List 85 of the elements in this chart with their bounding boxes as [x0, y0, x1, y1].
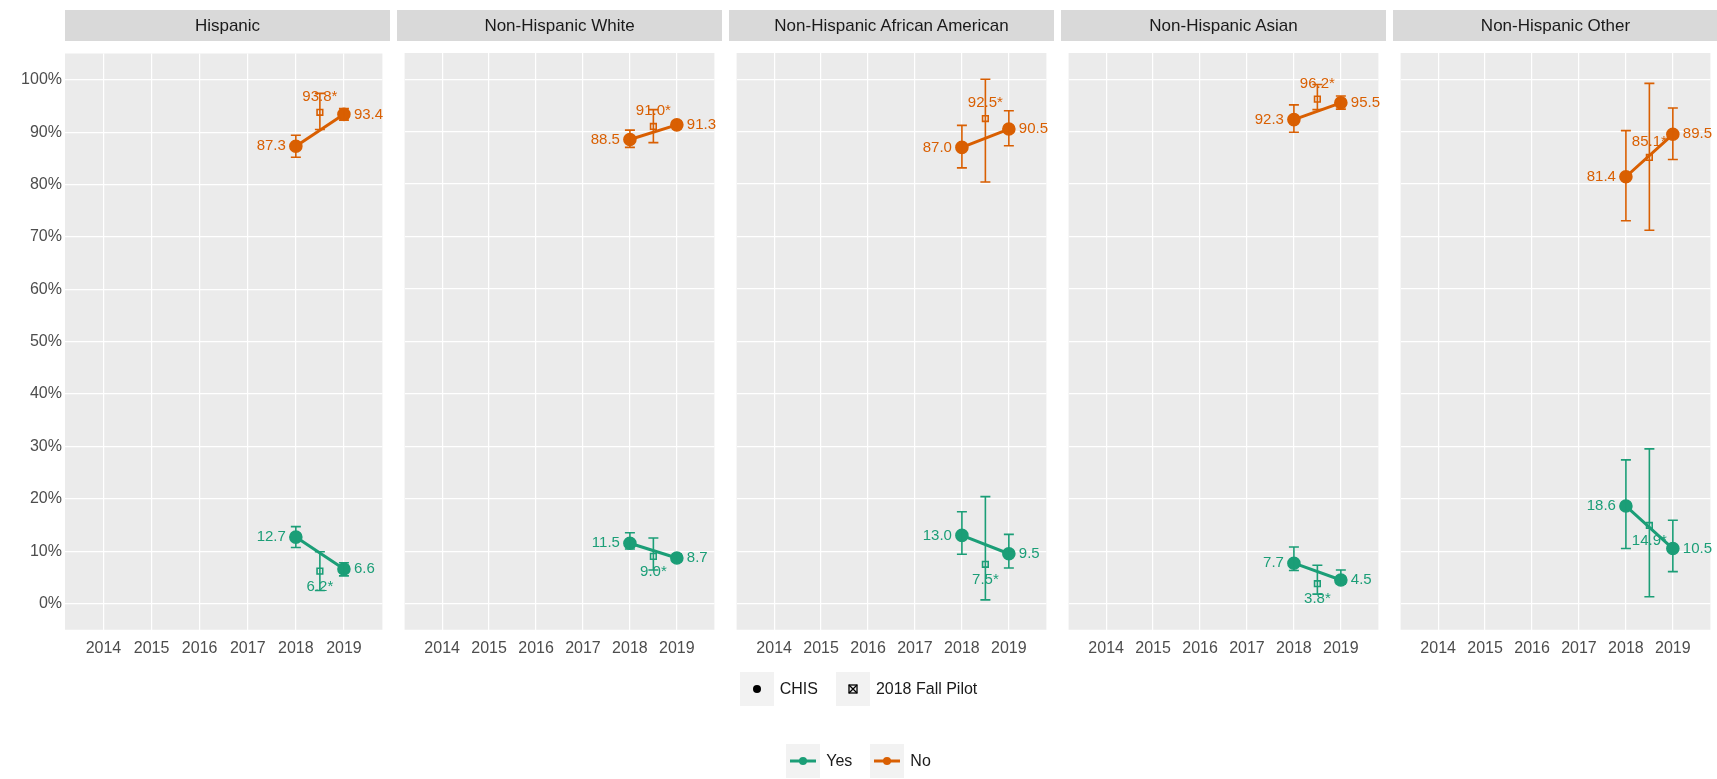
- data-label: 90.5: [1018, 119, 1049, 137]
- data-label: 91.0*: [635, 101, 672, 119]
- legend-label: Yes: [826, 752, 853, 770]
- point: [1645, 521, 1654, 530]
- x-tick-label: 2018: [278, 638, 314, 656]
- x-tick-label: 2019: [1323, 638, 1359, 656]
- text: 2018 Fall Pilot: [875, 680, 978, 698]
- y-tick-label: 90%: [29, 122, 62, 140]
- x-tick-label: 2018: [612, 638, 648, 656]
- x-tick-label: 2016: [850, 638, 886, 656]
- data-label: 11.5: [591, 533, 620, 551]
- x-tick-label: 2016: [1514, 638, 1550, 656]
- data-label: 7.7: [1263, 553, 1284, 571]
- data-label: 91.3: [686, 114, 717, 132]
- data-label: 4.5: [1350, 570, 1372, 588]
- x-tick-label: 2018: [1276, 638, 1312, 656]
- x-tick-label: 2015: [1135, 638, 1171, 656]
- x-tick-label: 2019: [1655, 638, 1691, 656]
- data-label: 95.5: [1350, 92, 1381, 110]
- text: CHIS: [779, 680, 818, 698]
- data-label: 9.5: [1018, 543, 1040, 561]
- x-tick-label: 2015: [1467, 638, 1503, 656]
- data-label: 92.3: [1254, 109, 1284, 127]
- data-label: 10.5: [1682, 538, 1713, 556]
- x-tick-label: 2018: [944, 638, 980, 656]
- point: [1645, 153, 1654, 161]
- legend-label: No: [910, 752, 931, 770]
- data-label: 3.8*: [1304, 589, 1331, 607]
- data-label: 18.6: [1586, 496, 1616, 514]
- y-tick-label: 30%: [29, 436, 62, 454]
- x-tick-label: 2017: [1561, 638, 1597, 656]
- chart-title: Non-Hispanic African American: [729, 10, 1054, 41]
- point: [649, 122, 658, 131]
- data-label: 87.3: [256, 136, 286, 154]
- chart-title: Non-Hispanic Asian: [1061, 10, 1386, 41]
- chart-title: Non-Hispanic White: [397, 10, 722, 41]
- point: [981, 114, 990, 123]
- chart-title: Non-Hispanic Other: [1393, 10, 1717, 41]
- x-tick-label: 2017: [229, 638, 266, 656]
- x-tick-label: 2014: [85, 638, 122, 656]
- data-label: 12.7: [256, 527, 286, 545]
- x-tick-label: 2018: [1608, 638, 1644, 656]
- x-tick-label: 2017: [897, 638, 933, 656]
- y-tick-label: 0%: [38, 594, 62, 612]
- x-tick-label: 2015: [803, 638, 839, 656]
- y-tick-label: 10%: [29, 541, 62, 559]
- data-label: 87.0: [922, 137, 952, 155]
- x-tick-label: 2016: [1182, 638, 1218, 656]
- y-tick-label: 80%: [29, 174, 62, 192]
- data-label: 88.5: [590, 129, 620, 147]
- x-tick-label: 2016: [518, 638, 554, 656]
- x-tick-label: 2015: [133, 638, 170, 656]
- chart-title: Hispanic: [65, 10, 390, 41]
- data-label: 93.8*: [302, 86, 338, 104]
- data-label: 93.4: [353, 104, 384, 122]
- data-label: 6.6: [353, 559, 375, 577]
- y-tick-label: 100%: [21, 70, 62, 88]
- y-tick-label: 60%: [29, 279, 62, 297]
- y-tick-label: 70%: [29, 227, 62, 245]
- x-tick-label: 2014: [424, 638, 461, 656]
- data-label: 89.5: [1682, 124, 1713, 142]
- x-tick-label: 2019: [991, 638, 1027, 656]
- y-tick-label: 50%: [29, 332, 62, 350]
- x-tick-label: 2019: [326, 638, 362, 656]
- data-label: 13.0: [922, 525, 952, 543]
- point: [1313, 580, 1322, 588]
- data-label: 9.0*: [640, 562, 667, 580]
- x-tick-label: 2014: [756, 638, 793, 656]
- x-tick-label: 2014: [1420, 638, 1457, 656]
- point: [316, 108, 324, 116]
- data-label: 8.7: [686, 548, 708, 566]
- x-tick-label: 2017: [1229, 638, 1265, 656]
- data-label: 96.2*: [1299, 73, 1336, 91]
- point: [316, 567, 324, 575]
- y-tick-label: 20%: [29, 489, 62, 507]
- y-tick-label: 40%: [29, 384, 62, 402]
- x-tick-label: 2016: [181, 638, 218, 656]
- x-tick-label: 2014: [1088, 638, 1125, 656]
- x-tick-label: 2015: [471, 638, 507, 656]
- data-label: 81.4: [1586, 166, 1616, 184]
- point: [1313, 95, 1322, 103]
- x-tick-label: 2019: [659, 638, 695, 656]
- point: [649, 552, 658, 561]
- point: [981, 560, 990, 568]
- x-tick-label: 2017: [565, 638, 601, 656]
